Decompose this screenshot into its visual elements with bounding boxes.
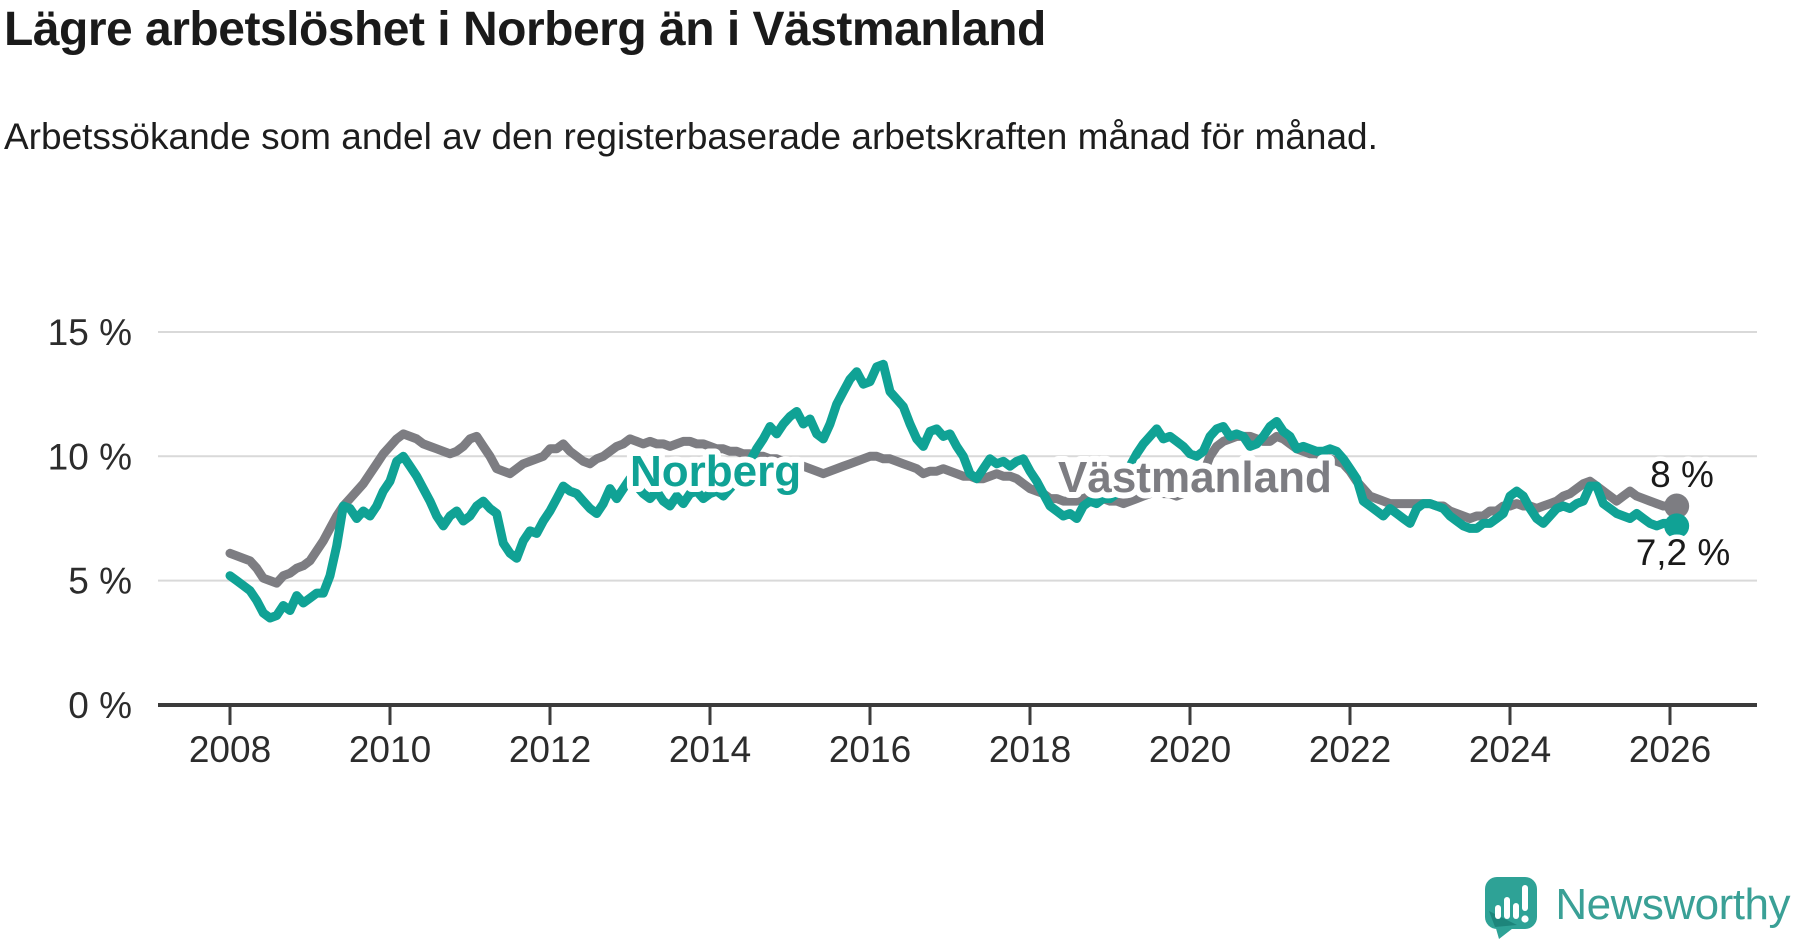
chart-subtitle: Arbetssökande som andel av den registerb…: [4, 116, 1378, 157]
x-tick-label: 2010: [349, 729, 431, 770]
x-tick-label: 2020: [1149, 729, 1231, 770]
newsworthy-branding: Newsworthy: [1483, 876, 1790, 942]
series-label-västmanland: Västmanland: [1058, 453, 1332, 502]
end-value-label-norberg: 7,2 %: [1636, 532, 1731, 573]
newsworthy-logo-icon: [1485, 877, 1538, 939]
x-tick-label: 2008: [189, 729, 271, 770]
series-end-dot-norberg: [1664, 513, 1690, 539]
y-tick-label: 15 %: [48, 312, 132, 353]
x-tick-label: 2018: [989, 729, 1071, 770]
newsworthy-wordmark: Newsworthy: [1555, 880, 1790, 929]
y-tick-label: 10 %: [48, 436, 132, 477]
x-tick-label: 2014: [669, 729, 751, 770]
y-tick-label: 0 %: [68, 685, 132, 726]
x-tick-label: 2026: [1629, 729, 1711, 770]
chart-title: Lägre arbetslöshet i Norberg än i Västma…: [4, 3, 1046, 56]
series-end-dot-västmanland: [1664, 493, 1690, 519]
x-tick-label: 2016: [829, 729, 911, 770]
y-tick-label: 5 %: [68, 561, 132, 602]
x-tick-label: 2022: [1309, 729, 1391, 770]
x-tick-label: 2024: [1469, 729, 1551, 770]
end-value-label-västmanland: 8 %: [1650, 454, 1714, 495]
x-tick-label: 2012: [509, 729, 591, 770]
series-line-norberg: [225, 359, 1682, 623]
series-label-norberg: Norberg: [630, 447, 801, 496]
